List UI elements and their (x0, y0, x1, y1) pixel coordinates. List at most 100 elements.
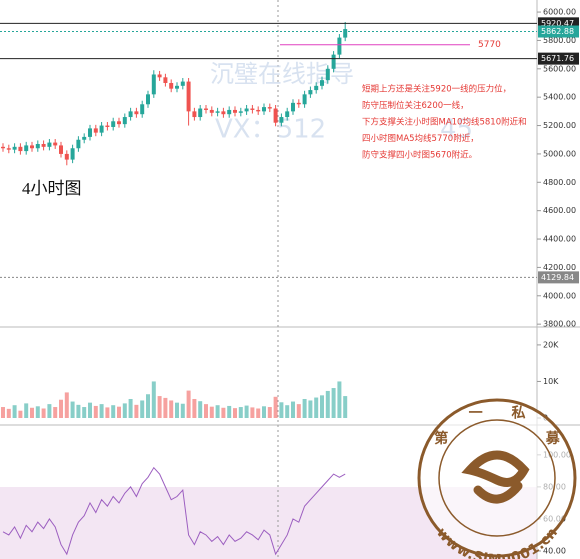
volume-bar (128, 398, 133, 418)
logo-text: 募 (545, 430, 561, 447)
logo-text: 一 (469, 405, 483, 421)
y-tick-label: 5800.00 (543, 36, 576, 45)
candle-body (53, 142, 58, 146)
volume-bar (122, 403, 127, 418)
volume-bar (76, 404, 81, 418)
volume-bar (308, 400, 313, 418)
volume-bar (117, 406, 121, 418)
candle-body (320, 80, 324, 86)
volume-bar (64, 392, 69, 418)
candle-body (169, 82, 174, 89)
volume-bar (262, 406, 266, 418)
y-tick-label: 6000.00 (543, 8, 576, 17)
y-tick-label: 4800.00 (543, 178, 576, 187)
annotation: 防守压制位关注6200一线， (362, 100, 469, 111)
candle-body (337, 37, 342, 55)
volume-bar (291, 401, 295, 418)
candle-body (180, 81, 185, 86)
candle-body (93, 128, 98, 133)
candle-body (140, 104, 145, 115)
volume-bar (285, 405, 290, 418)
y-tick-label: 4400.00 (543, 235, 576, 244)
candle-body (192, 111, 197, 118)
volume-bar (227, 405, 232, 418)
candle-body (273, 108, 278, 123)
candle-body (186, 81, 191, 112)
candle-body (291, 102, 295, 112)
y-tick-label: 5000.00 (543, 149, 576, 158)
candle-body (82, 136, 87, 140)
candle-body (151, 74, 156, 95)
price-tag-label: 5671.76 (541, 54, 574, 63)
candle-body (302, 94, 307, 105)
candle-body (59, 145, 63, 154)
candle-body (47, 142, 52, 147)
volume-bar (41, 408, 46, 418)
candle-body (279, 117, 284, 123)
volume-bar (146, 394, 150, 418)
volume-bar (273, 396, 278, 418)
candle-body (250, 108, 255, 110)
volume-bar (30, 407, 34, 418)
volume-bar (88, 402, 92, 418)
candle-body (209, 109, 214, 113)
watermark-text: 沉璧在线指导 (210, 60, 354, 88)
volume-bar (180, 403, 185, 418)
volume-bar (111, 405, 116, 418)
candle-body (256, 109, 261, 112)
logo-text: 第 (434, 430, 448, 447)
price-tag-label: 5920.47 (541, 19, 574, 28)
candle-body (76, 139, 81, 149)
price-tag-label: 5862.88 (541, 27, 574, 36)
volume-bar (186, 390, 191, 418)
volume-bar (35, 406, 40, 418)
candle-body (244, 108, 249, 112)
volume-bar (12, 405, 17, 418)
volume-bar (70, 401, 75, 418)
volume-bar (105, 407, 110, 418)
volume-bar (82, 407, 87, 418)
candle-body (215, 111, 220, 113)
volume-bar (134, 404, 139, 418)
volume-bar (47, 404, 52, 418)
volume-bar (1, 407, 5, 418)
volume-bar (296, 404, 301, 418)
volume-bar (209, 406, 214, 418)
candle-body (122, 117, 127, 125)
candle-body (227, 109, 232, 115)
annotation: 四小时图MA5均线5770附近， (362, 133, 479, 144)
candle-body (198, 108, 203, 118)
candle-body (30, 145, 34, 149)
candle-body (157, 74, 162, 78)
volume-bar (99, 404, 104, 418)
y-tick-label: 5600.00 (543, 64, 576, 73)
candle-body (1, 146, 5, 149)
logo-text: 私 (511, 404, 525, 421)
volume-bar (198, 401, 203, 418)
logo-mark (461, 450, 530, 504)
volume-bar (343, 396, 348, 418)
volume-bar (325, 390, 330, 418)
level-label: 5770 (478, 40, 501, 50)
volume-bar (233, 408, 237, 418)
candle-body (296, 102, 301, 105)
volume-bar (24, 403, 29, 418)
y-tick-label: 10K (543, 377, 559, 386)
candle-body (111, 121, 116, 127)
volume-bar (256, 408, 261, 418)
volume-bar (221, 407, 226, 418)
y-tick-label: 20K (543, 340, 559, 349)
candle-body (233, 109, 237, 113)
price-tag (538, 271, 579, 284)
y-tick-label: 3800.00 (543, 320, 576, 329)
annotation: 防守支撑四小时图5670附近。 (362, 150, 477, 161)
candle-body (12, 146, 17, 150)
volume-bar (192, 398, 197, 418)
candle-body (105, 125, 110, 127)
volume-bar (6, 408, 11, 418)
candle-body (314, 85, 319, 91)
y-tick-label: 4600.00 (543, 206, 576, 215)
candle-body (99, 125, 104, 133)
